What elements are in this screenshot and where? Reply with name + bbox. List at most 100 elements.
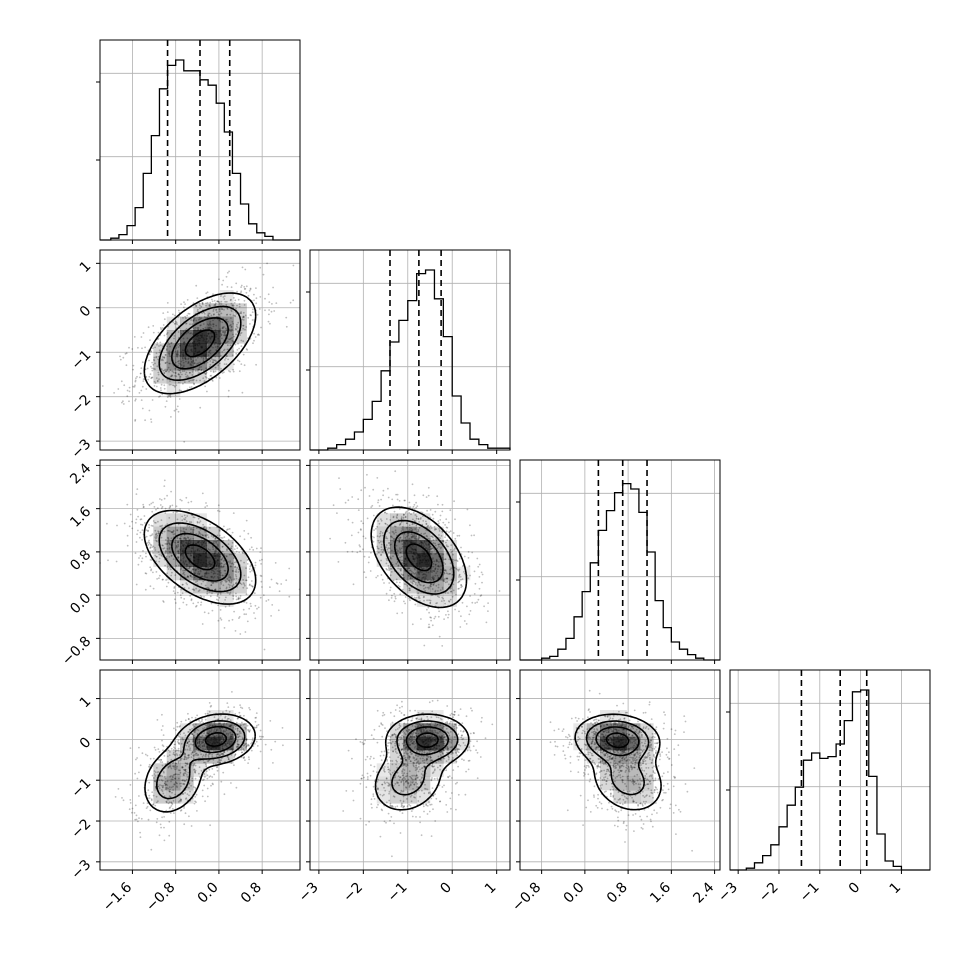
scatter-point <box>215 360 218 363</box>
scatter-point <box>174 361 177 364</box>
scatter-point <box>468 613 471 616</box>
scatter-point <box>158 751 161 753</box>
scatter-point <box>176 353 179 355</box>
scatter-point <box>179 809 182 812</box>
scatter-point <box>498 590 501 592</box>
scatter-point <box>126 544 129 547</box>
scatter-point <box>234 299 237 302</box>
scatter-point <box>218 278 220 281</box>
scatter-point <box>222 771 225 774</box>
scatter-point <box>249 287 252 290</box>
scatter-point <box>139 531 142 534</box>
scatter-point <box>176 355 179 358</box>
scatter-point <box>264 743 267 746</box>
scatter-point <box>170 416 172 418</box>
scatter-point <box>204 506 207 509</box>
scatter-point <box>357 498 360 501</box>
scatter-point <box>387 487 389 490</box>
scatter-point <box>203 611 206 614</box>
scatter-point <box>145 529 148 531</box>
scatter-point <box>215 598 218 601</box>
scatter-point <box>225 300 228 303</box>
scatter-point <box>119 358 122 361</box>
scatter-point <box>244 268 247 271</box>
scatter-point <box>235 328 238 331</box>
scatter-point <box>211 380 214 382</box>
scatter-point <box>149 547 152 549</box>
scatter-point <box>395 581 398 584</box>
scatter-point <box>205 376 208 379</box>
scatter-point <box>240 286 243 288</box>
scatter-point <box>151 376 153 379</box>
scatter-point <box>170 341 173 344</box>
scatter-point <box>211 298 213 301</box>
scatter-point <box>429 616 432 619</box>
scatter-point <box>434 510 437 513</box>
scatter-point <box>220 303 223 305</box>
scatter-point <box>370 506 373 508</box>
scatter-point <box>147 544 150 546</box>
scatter-point <box>126 503 129 506</box>
scatter-point <box>247 532 250 535</box>
scatter-point <box>225 303 228 306</box>
scatter-point <box>156 719 159 721</box>
scatter-point <box>191 716 193 719</box>
scatter-point <box>136 757 139 759</box>
scatter-point <box>152 571 154 574</box>
scatter-point <box>101 385 104 387</box>
scatter-point <box>169 355 172 358</box>
scatter-point <box>403 499 406 502</box>
scatter-point <box>195 379 198 382</box>
scatter-point <box>411 483 414 486</box>
scatter-point <box>156 380 159 383</box>
scatter-point <box>155 356 158 359</box>
scatter-point <box>376 806 378 809</box>
scatter-point <box>244 314 247 317</box>
scatter-point <box>448 531 450 533</box>
scatter-point <box>156 818 159 820</box>
scatter-point <box>244 328 246 331</box>
scatter-point <box>437 520 440 522</box>
scatter-point <box>222 331 225 334</box>
scatter-point <box>258 334 260 336</box>
scatter-point <box>267 599 270 601</box>
scatter-point <box>414 603 417 606</box>
scatter-point <box>359 545 361 548</box>
scatter-point <box>150 421 153 423</box>
scatter-point <box>161 739 163 742</box>
scatter-point <box>251 585 254 588</box>
scatter-point <box>264 309 266 312</box>
scatter-point <box>226 271 229 274</box>
scatter-point <box>211 361 214 364</box>
scatter-point <box>258 559 261 562</box>
scatter-point <box>381 578 384 581</box>
scatter-point <box>221 372 224 374</box>
scatter-point <box>225 355 228 357</box>
scatter-point <box>232 314 235 317</box>
scatter-point <box>254 717 257 719</box>
scatter-point <box>491 723 494 726</box>
scatter-point <box>159 504 162 506</box>
scatter-point <box>236 323 238 326</box>
density-cell <box>443 553 457 567</box>
scatter-point <box>195 284 198 287</box>
scatter-point <box>396 498 399 501</box>
scatter-point <box>216 765 219 768</box>
scatter-point <box>166 361 168 364</box>
scatter-point <box>148 353 151 356</box>
scatter-point <box>372 514 375 517</box>
scatter-point <box>206 777 209 780</box>
scatter-point <box>188 313 191 315</box>
scatter-point <box>428 626 431 629</box>
scatter-point <box>274 562 277 564</box>
scatter-point <box>242 327 245 330</box>
scatter-point <box>211 782 214 785</box>
scatter-point <box>344 501 347 504</box>
scatter-point <box>197 328 200 331</box>
density-cell <box>166 790 181 804</box>
scatter-point <box>201 312 204 315</box>
scatter-point <box>255 297 258 300</box>
scatter-point <box>183 807 185 809</box>
scatter-point <box>401 705 403 708</box>
scatter-point <box>162 600 165 602</box>
